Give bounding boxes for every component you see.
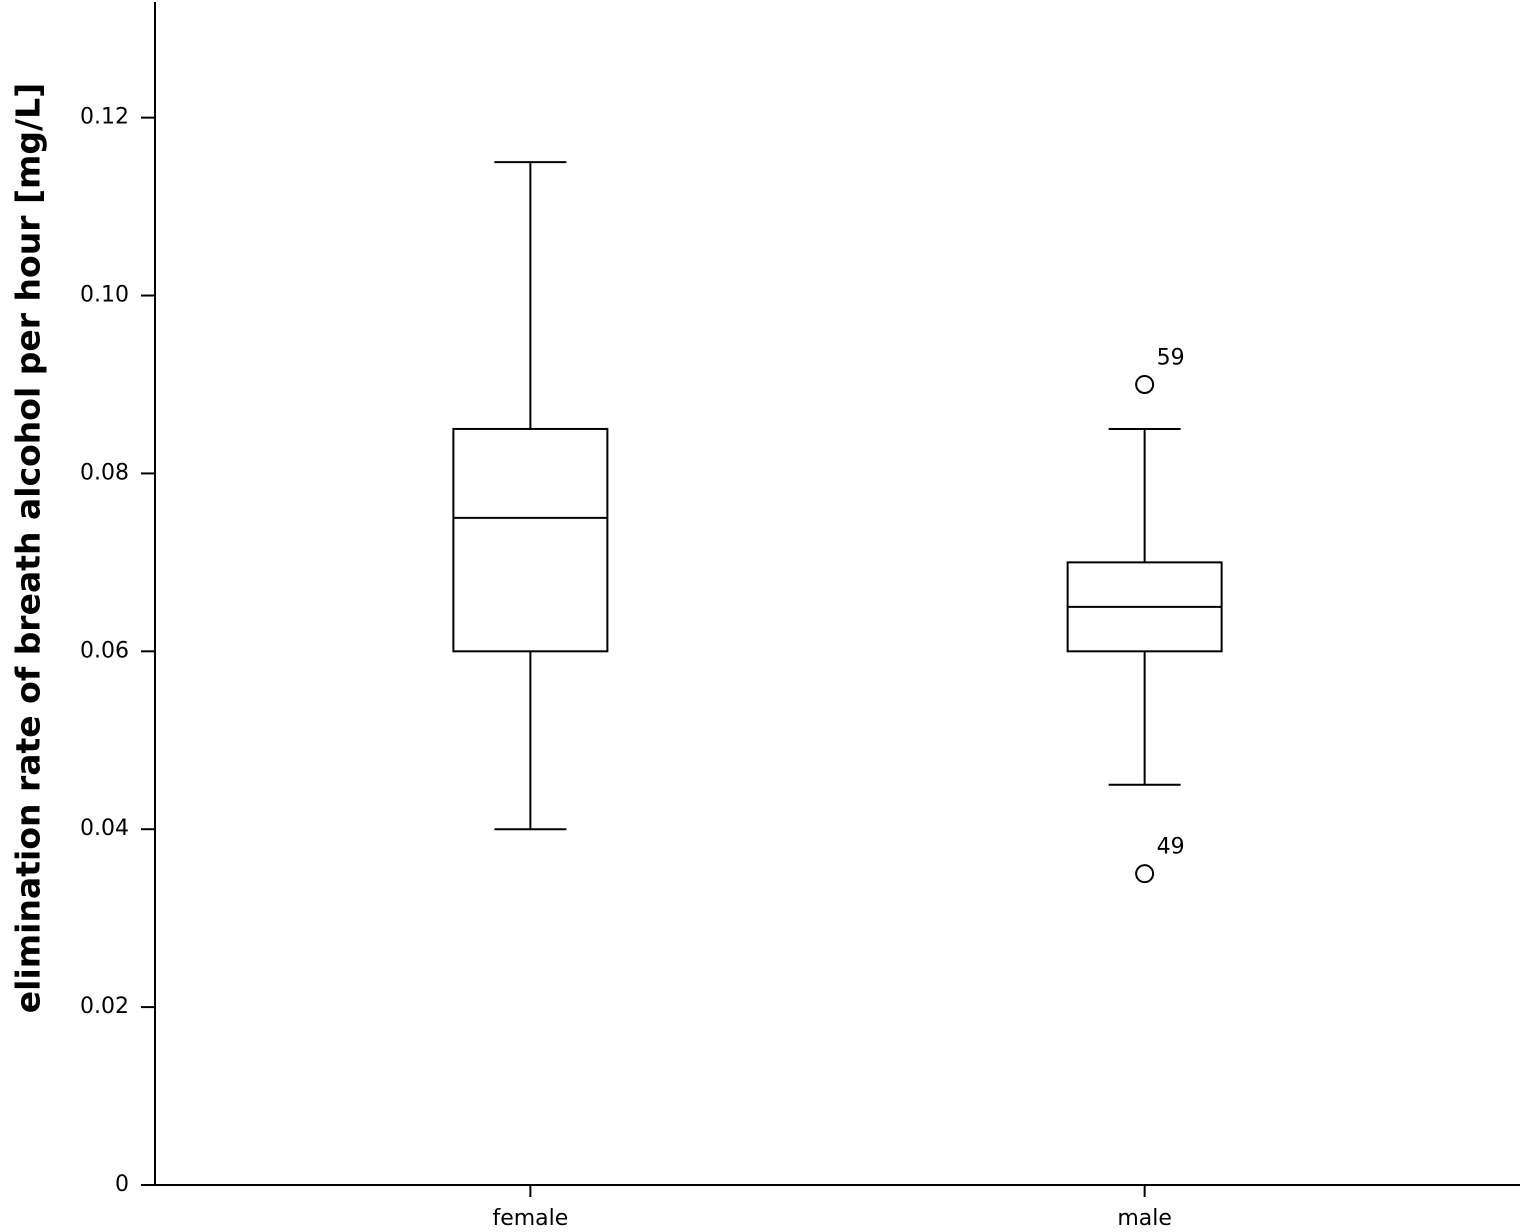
box — [452, 427, 609, 653]
y-tick-label: 0.02 — [80, 994, 129, 1019]
y-tick-label: 0.04 — [80, 816, 129, 841]
y-tick-label: 0.08 — [80, 460, 129, 485]
y-tick-label: 0.12 — [80, 105, 129, 130]
x-tick-label: male — [1117, 1206, 1172, 1231]
y-axis-label: elimination rate of breath alcohol per h… — [9, 83, 48, 1013]
outlier-label: 49 — [1157, 835, 1185, 860]
y-tick-label: 0.06 — [80, 638, 129, 663]
outlier-label: 59 — [1157, 345, 1185, 370]
x-tick-label: female — [492, 1206, 568, 1231]
y-tick-label: 0.10 — [80, 283, 129, 308]
outlier — [1135, 864, 1155, 884]
y-tick-label: 0 — [115, 1172, 129, 1197]
outlier — [1135, 374, 1155, 394]
